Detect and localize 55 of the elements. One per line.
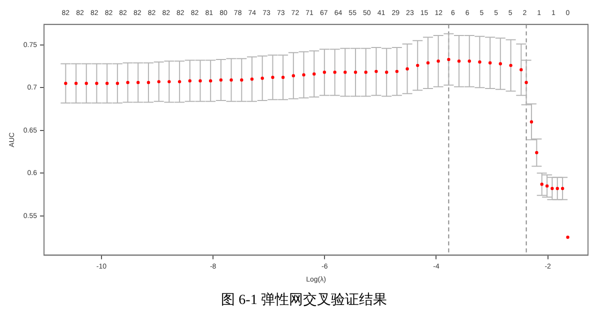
point — [540, 182, 544, 186]
point — [535, 151, 538, 154]
point — [64, 82, 68, 85]
point — [560, 186, 564, 190]
point — [281, 76, 285, 79]
point — [188, 79, 192, 82]
point — [302, 73, 306, 76]
point — [556, 186, 559, 190]
point — [312, 72, 316, 76]
point — [146, 80, 150, 84]
point — [384, 70, 388, 74]
point — [168, 80, 171, 84]
point — [157, 80, 160, 84]
point — [395, 70, 399, 74]
point — [530, 120, 534, 124]
point — [126, 80, 130, 84]
point — [136, 80, 140, 84]
point — [364, 70, 368, 74]
point — [478, 60, 482, 64]
point — [509, 64, 512, 68]
point — [426, 61, 430, 64]
point — [208, 79, 212, 82]
point — [74, 82, 78, 85]
point — [105, 82, 109, 85]
point — [240, 78, 244, 82]
point — [95, 82, 98, 85]
text: 图 6-1 弹性网交叉验证结果 — [220, 291, 388, 309]
point — [416, 64, 420, 68]
point — [260, 76, 264, 80]
point — [322, 70, 326, 74]
point — [354, 70, 358, 74]
point — [566, 236, 570, 239]
point — [488, 61, 492, 64]
point — [468, 60, 471, 63]
point — [498, 62, 502, 66]
point — [406, 67, 409, 70]
point — [520, 68, 523, 72]
point — [344, 70, 347, 74]
point — [436, 60, 440, 63]
point — [219, 78, 223, 82]
point — [545, 184, 549, 188]
point — [524, 80, 528, 84]
point — [84, 82, 88, 85]
point — [116, 82, 120, 85]
point — [178, 80, 182, 84]
point — [333, 70, 336, 74]
point — [271, 76, 274, 79]
point — [374, 70, 378, 74]
point — [292, 74, 296, 78]
point — [447, 58, 450, 62]
point — [198, 79, 202, 82]
point — [250, 78, 254, 81]
point — [457, 60, 461, 63]
point — [230, 78, 233, 82]
point — [550, 186, 554, 190]
